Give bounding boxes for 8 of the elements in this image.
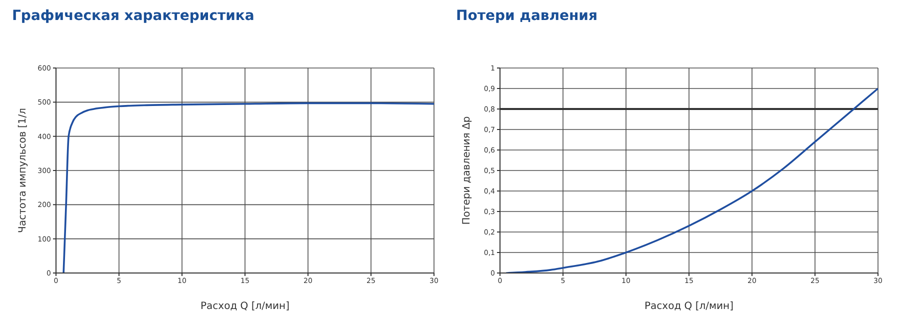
line-series	[505, 88, 878, 273]
x-axis-title: Расход Q [л/мин]	[644, 301, 734, 312]
chart-title: Графическая характеристика	[11, 8, 256, 26]
line-series	[62, 102, 434, 273]
x-axis-title: Расход Q [л/мин]	[200, 301, 290, 312]
chart-title: Потери давления	[455, 8, 598, 26]
y-axis-title: Частота импульсов [1/л	[18, 108, 29, 234]
y-axis-title: Потери давления Δp	[462, 116, 473, 225]
